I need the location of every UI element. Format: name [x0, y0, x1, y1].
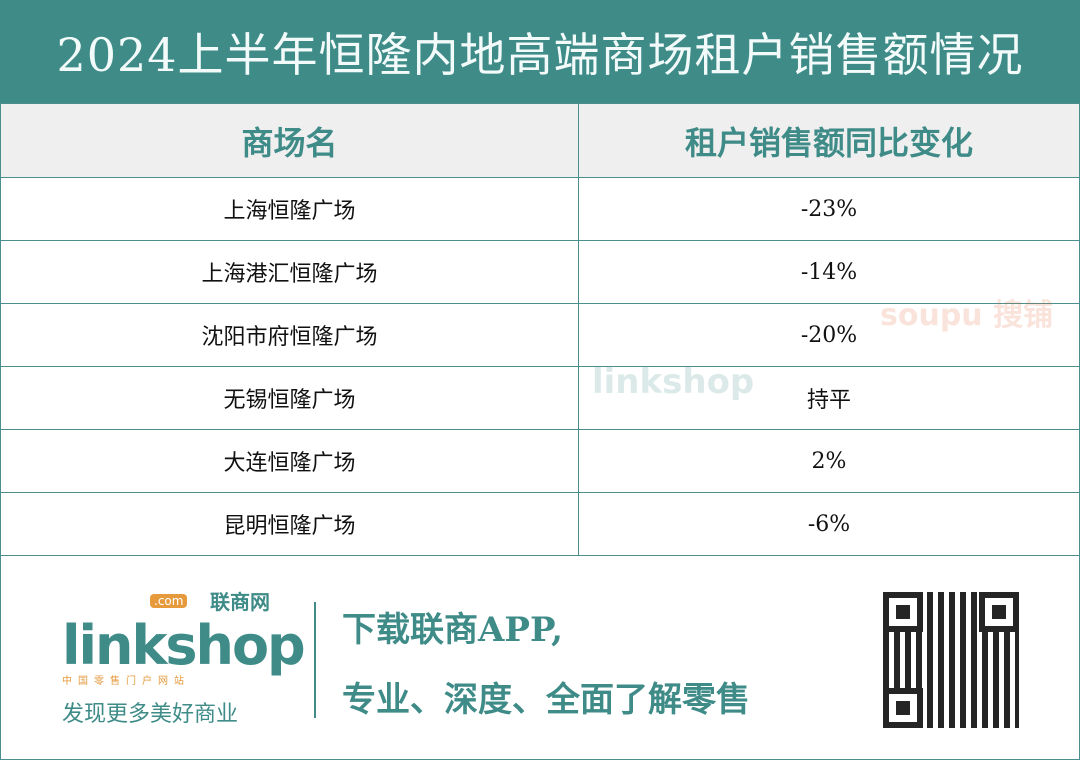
linkshop-logo: .com 联商网 linkshop 中国零售门户网站 — [62, 590, 306, 688]
sales-change: -6% — [578, 492, 1080, 556]
slogan: 发现更多美好商业 — [62, 702, 239, 727]
divider — [314, 602, 316, 718]
table-row: 无锡恒隆广场 持平 — [0, 366, 1080, 430]
logo-com: .com — [150, 594, 188, 608]
sales-change: 2% — [578, 429, 1080, 493]
mall-name: 上海港汇恒隆广场 — [0, 240, 579, 304]
logo-text: linkshop — [62, 614, 306, 677]
soupu-watermark: soupu 搜铺 — [880, 298, 1054, 333]
table-row: 昆明恒隆广场 -6% — [0, 492, 1080, 556]
logo-cn: 联商网 — [210, 590, 270, 614]
cta-line-1: 下载联商APP, — [342, 610, 563, 650]
qr-code-icon[interactable] — [883, 592, 1019, 728]
mall-name: 上海恒隆广场 — [0, 177, 579, 241]
linkshop-watermark: linkshop — [592, 362, 755, 402]
header-sales-change: 租户销售额同比变化 — [578, 103, 1080, 178]
table-row: 上海恒隆广场 -23% — [0, 177, 1080, 241]
sales-change: 持平 — [578, 366, 1080, 430]
mall-name: 沈阳市府恒隆广场 — [0, 303, 579, 367]
sales-table: 商场名 租户销售额同比变化 上海恒隆广场 -23% 上海港汇恒隆广场 -14% 沈阳… — [0, 103, 1080, 556]
header-mall-name: 商场名 — [0, 103, 579, 178]
sales-change: -23% — [578, 177, 1080, 241]
page-title: 2024上半年恒隆内地高端商场租户销售额情况 — [0, 0, 1080, 103]
logo-subtitle: 中国零售门户网站 — [62, 676, 190, 687]
table-row: 沈阳市府恒隆广场 -20% — [0, 303, 1080, 367]
footer-banner: .com 联商网 linkshop 中国零售门户网站 发现更多美好商业 下载联商… — [0, 560, 1080, 760]
cta-line-2: 专业、深度、全面了解零售 — [342, 680, 750, 720]
mall-name: 昆明恒隆广场 — [0, 492, 579, 556]
mall-name: 大连恒隆广场 — [0, 429, 579, 493]
table-row: 大连恒隆广场 2% — [0, 429, 1080, 493]
table-header: 商场名 租户销售额同比变化 — [0, 103, 1080, 178]
mall-name: 无锡恒隆广场 — [0, 366, 579, 430]
